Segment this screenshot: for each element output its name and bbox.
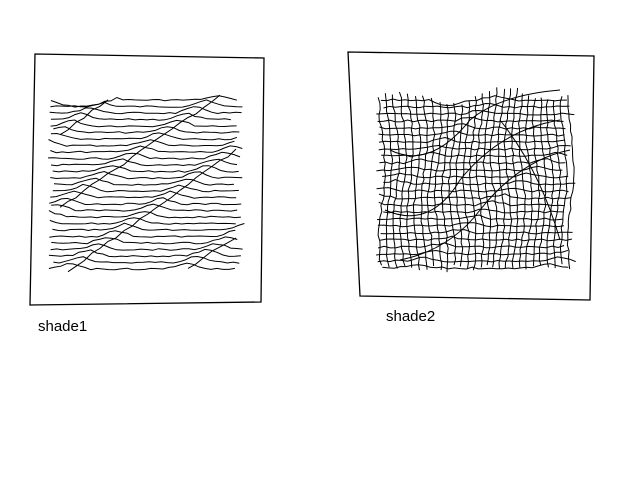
shade1-hatch-line <box>52 183 239 193</box>
shade2-hatch-vertical <box>391 94 401 269</box>
shade2-hatch-vertical <box>447 102 457 266</box>
shade1-hatch-line <box>52 222 245 232</box>
shade2-hatch-vertical <box>545 99 555 268</box>
shade2-hatch-vertical <box>525 95 533 270</box>
shade2-hatch-vertical <box>384 93 394 268</box>
shade1-hatch-line <box>48 139 235 147</box>
shade2-hatch-horizontal <box>379 123 566 130</box>
shade2-hatch-horizontal <box>381 151 568 158</box>
shade2-fold-line <box>389 89 561 157</box>
shade2-fold-line <box>499 119 561 241</box>
shade2-label: shade2 <box>386 308 436 325</box>
shade1-hatch-line <box>49 229 236 238</box>
shade1-fold-line <box>187 237 237 269</box>
shade2-hatch-vertical <box>406 93 414 268</box>
shade1-hatch-line <box>50 112 231 121</box>
shade1-hatch-line <box>49 106 242 115</box>
shade1-hatch-line <box>53 126 240 134</box>
shade2-fold-line <box>399 149 571 261</box>
shade1-hatch-line <box>50 95 238 108</box>
shade2-hatch-horizontal <box>383 178 576 186</box>
shade1-hatch-line <box>49 217 236 225</box>
shade2-hatch-vertical <box>552 100 562 269</box>
shade2-hatch-horizontal <box>383 102 570 109</box>
shade2-hatch-vertical <box>559 96 568 265</box>
shade1-hatch-line <box>50 145 243 154</box>
shade2-hatch-vertical <box>377 97 387 266</box>
shade2-hatch-horizontal <box>382 263 569 270</box>
shade2-hatch-horizontal <box>379 235 573 242</box>
shade2-hatch-vertical <box>412 96 422 271</box>
shade2-hatch-vertical <box>503 88 513 269</box>
shade2-hatch-vertical <box>497 88 506 269</box>
shade2-hatch-horizontal <box>383 208 564 214</box>
shade1-hatch-line <box>50 170 243 180</box>
shade2-hatch-vertical <box>510 87 519 268</box>
shade1-hatching <box>47 94 245 273</box>
shade1-hatch-line <box>52 165 239 173</box>
shade2-hatch-vertical <box>518 93 527 268</box>
shade1-fold-line <box>59 99 109 136</box>
shade1-hatch-line <box>50 119 237 128</box>
shade1-label: shade1 <box>38 318 88 335</box>
shade1-hatch-line <box>48 262 235 271</box>
shade1-hatch-line <box>51 236 238 245</box>
shade2-hatch-horizontal <box>377 256 576 263</box>
shade2-fold-line <box>384 119 561 217</box>
shade1-fold-line <box>67 148 237 273</box>
shade1-hatch-line <box>48 210 241 219</box>
shade1-frame <box>29 53 265 306</box>
shade2-hatch-horizontal <box>378 193 572 200</box>
shade2-hatch-horizontal <box>378 130 565 137</box>
shade2-hatch-vertical <box>420 95 429 270</box>
shade2-hatch-horizontal <box>376 187 569 193</box>
shade2-hatch-vertical <box>489 87 499 268</box>
shade1-hatch-line <box>53 255 240 264</box>
shade2-hatch-horizontal <box>382 172 569 179</box>
shade2-hatch-horizontal <box>380 229 573 235</box>
shade2-hatch-horizontal <box>378 144 571 151</box>
shade2-hatch-vertical <box>475 93 485 268</box>
shade1-hatch-line <box>53 177 235 186</box>
shade2-hatch-vertical <box>468 96 477 271</box>
shade2-frame <box>347 51 595 301</box>
shade1-hatch-line <box>50 158 238 167</box>
shade2-hatch-vertical <box>462 100 471 269</box>
shade2-hatch-vertical <box>440 103 449 273</box>
shade2-hatching <box>376 87 576 273</box>
shade2-hatch-vertical <box>566 95 575 270</box>
shade1-hatch-line <box>50 132 238 141</box>
shade1-hatch-line <box>48 248 241 258</box>
shade1-hatch-line <box>50 99 243 108</box>
shade2-hatch-horizontal <box>377 242 565 249</box>
shade2-hatch-vertical <box>538 97 547 266</box>
shade2-hatch-vertical <box>398 91 408 267</box>
shade1-hatch-line <box>47 151 241 160</box>
shade1-hatch-line <box>49 197 242 206</box>
shade1-fold-line <box>59 94 221 208</box>
shade1-hatch-line <box>51 203 238 212</box>
shade2-hatch-vertical <box>433 102 443 271</box>
shade2-hatch-horizontal <box>377 222 564 228</box>
shade2-hatch-vertical <box>482 91 492 266</box>
shade1-hatch-line <box>50 243 243 251</box>
shade2-hatch-horizontal <box>379 158 566 165</box>
shade2-hatch-vertical <box>426 97 436 267</box>
shade2-hatch-horizontal <box>378 200 565 207</box>
shade2-hatch-horizontal <box>380 95 567 107</box>
shade2-hatch-horizontal <box>376 249 569 256</box>
